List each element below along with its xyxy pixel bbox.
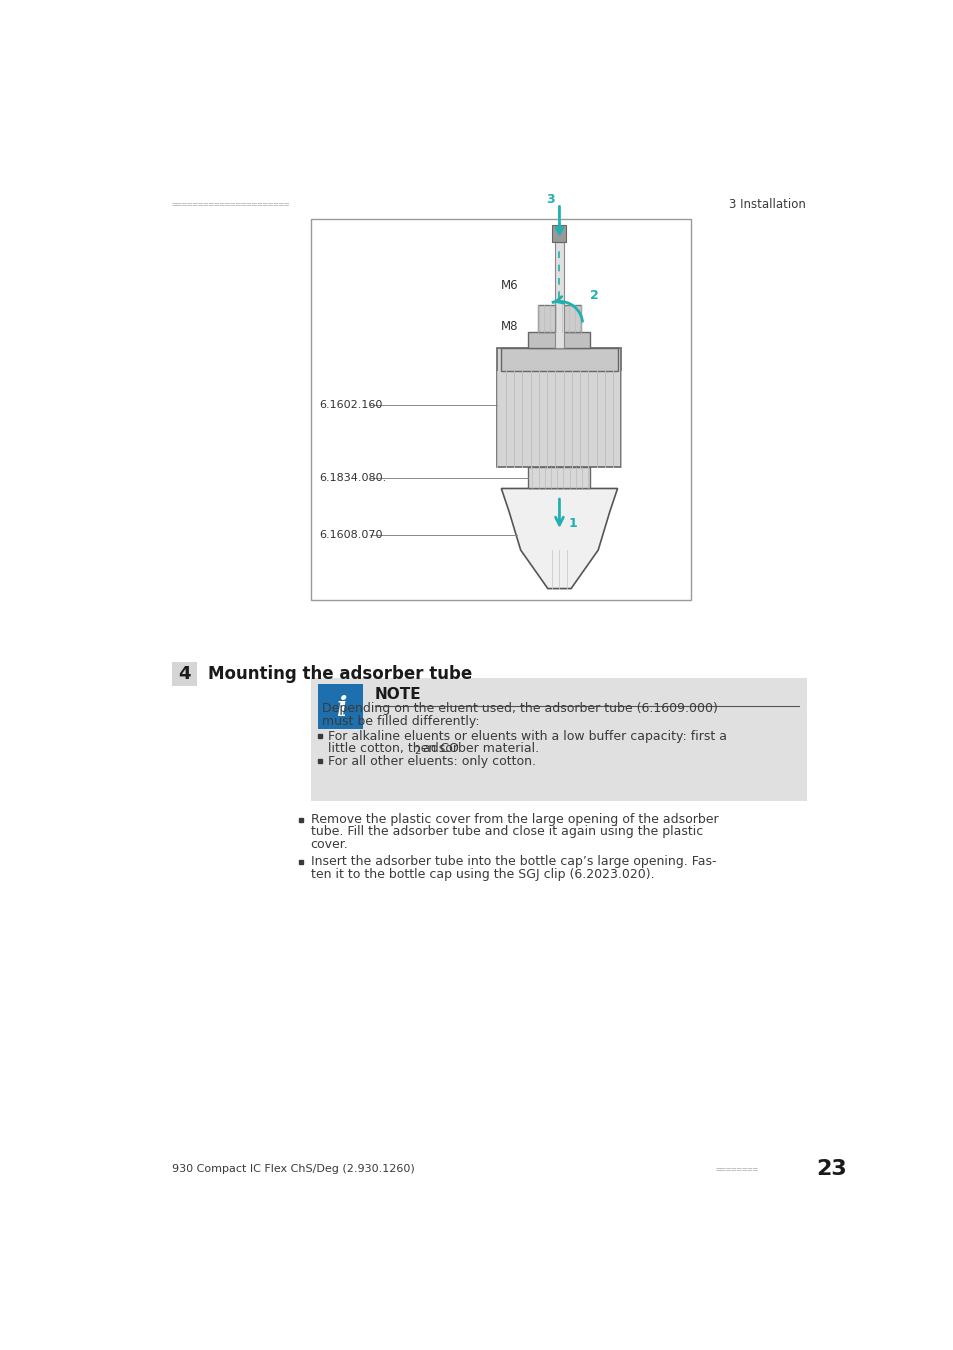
Text: ======================: ====================== [172, 200, 290, 209]
Text: tube. Fill the adsorber tube and close it again using the plastic: tube. Fill the adsorber tube and close i… [311, 825, 702, 838]
Text: For all other eluents: only cotton.: For all other eluents: only cotton. [328, 755, 536, 768]
Text: 6.1602.160: 6.1602.160 [319, 401, 382, 410]
Text: 4: 4 [178, 666, 191, 683]
Bar [552, 225, 566, 242]
Text: M6: M6 [500, 279, 518, 293]
Bar [318, 684, 363, 729]
Bar [172, 662, 196, 686]
Text: must be filled differently:: must be filled differently: [321, 714, 478, 728]
Text: Remove the plastic cover from the large opening of the adsorber: Remove the plastic cover from the large … [311, 813, 718, 826]
Text: 2: 2 [589, 289, 598, 301]
Bar [528, 467, 590, 489]
Text: 1: 1 [568, 517, 578, 529]
Bar [555, 242, 563, 347]
Text: cover.: cover. [311, 838, 348, 850]
Bar [500, 347, 617, 371]
Text: M8: M8 [500, 320, 518, 332]
Text: 2: 2 [414, 747, 419, 756]
Text: Depending on the eluent used, the adsorber tube (6.1609.000): Depending on the eluent used, the adsorb… [321, 702, 717, 716]
Text: Mounting the adsorber tube: Mounting the adsorber tube [208, 666, 472, 683]
Bar [497, 347, 620, 467]
Text: 3: 3 [545, 193, 554, 207]
Text: For alkaline eluents or eluents with a low buffer capacity: first a: For alkaline eluents or eluents with a l… [328, 730, 726, 742]
Text: 6.1834.080.: 6.1834.080. [319, 472, 386, 483]
Text: ========: ======== [716, 1165, 759, 1173]
Text: Insert the adsorber tube into the bottle cap’s large opening. Fas-: Insert the adsorber tube into the bottle… [311, 856, 716, 868]
Bar [311, 678, 806, 801]
Text: i: i [335, 695, 346, 722]
Polygon shape [500, 489, 617, 589]
Text: 3 Installation: 3 Installation [728, 198, 805, 211]
Text: little cotton, then CO: little cotton, then CO [328, 743, 458, 755]
Text: NOTE: NOTE [375, 687, 421, 702]
Bar [537, 305, 580, 332]
Text: 6.1608.070: 6.1608.070 [319, 529, 382, 540]
Text: 930 Compact IC Flex ChS/Deg (2.930.1260): 930 Compact IC Flex ChS/Deg (2.930.1260) [172, 1164, 415, 1174]
Bar [528, 332, 590, 347]
Text: adsorber material.: adsorber material. [418, 743, 538, 755]
Text: 23: 23 [816, 1160, 846, 1179]
Bar [311, 219, 691, 601]
Text: ten it to the bottle cap using the SGJ clip (6.2023.020).: ten it to the bottle cap using the SGJ c… [311, 868, 654, 880]
